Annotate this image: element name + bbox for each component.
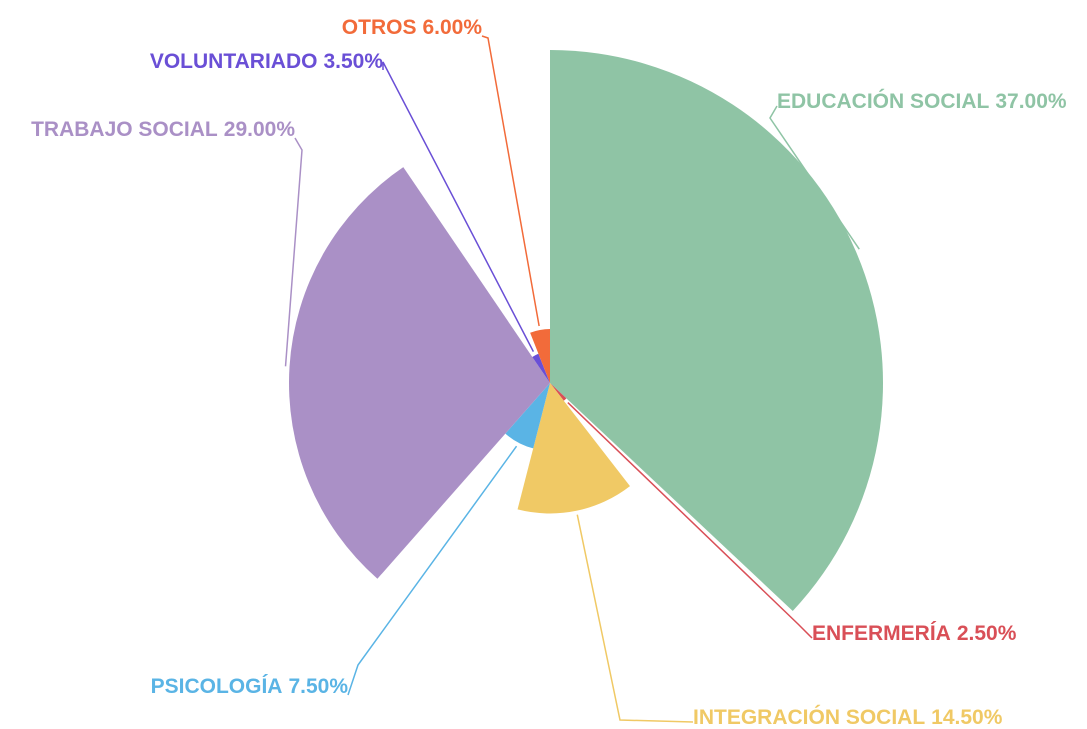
value-label: 2.50% <box>957 622 1017 645</box>
rose-slice <box>550 383 567 401</box>
leader-line <box>382 61 535 352</box>
slice-label: VOLUNTARIADO 3.50% <box>150 50 383 73</box>
category-name: EDUCACIÓN SOCIAL <box>777 89 990 113</box>
value-label: 14.50% <box>931 706 1003 729</box>
category-name: OTROS <box>342 16 417 39</box>
rose-slice <box>530 329 550 383</box>
category-name: INTEGRACIÓN SOCIAL <box>693 705 925 729</box>
slice-label: ENFERMERÍA 2.50% <box>812 622 1017 645</box>
rose-slice <box>505 383 550 449</box>
value-label: 6.00% <box>422 16 482 39</box>
slice-label: PSICOLOGÍA 7.50% <box>151 675 349 698</box>
category-name: ENFERMERÍA <box>812 622 951 645</box>
rose-slice <box>289 167 550 579</box>
leader-line <box>481 35 540 327</box>
leader-line <box>769 105 860 250</box>
rose-slice <box>517 383 630 514</box>
leader-line <box>347 445 518 696</box>
leader-line <box>567 402 813 639</box>
leader-line <box>576 514 694 723</box>
value-label: 7.50% <box>288 675 348 698</box>
value-label: 37.00% <box>995 90 1067 113</box>
leader-line <box>284 137 303 367</box>
rose-slice <box>550 50 884 611</box>
category-name: TRABAJO SOCIAL <box>31 118 218 141</box>
rose-slice <box>532 353 550 383</box>
slice-label: EDUCACIÓN SOCIAL 37.00% <box>777 89 1067 113</box>
slice-label: TRABAJO SOCIAL 29.00% <box>31 118 295 141</box>
category-name: VOLUNTARIADO <box>150 50 318 73</box>
slice-label: OTROS 6.00% <box>342 16 483 39</box>
category-name: PSICOLOGÍA <box>151 675 283 698</box>
value-label: 3.50% <box>323 50 383 73</box>
value-label: 29.00% <box>224 118 296 141</box>
slice-label: INTEGRACIÓN SOCIAL 14.50% <box>693 705 1003 729</box>
